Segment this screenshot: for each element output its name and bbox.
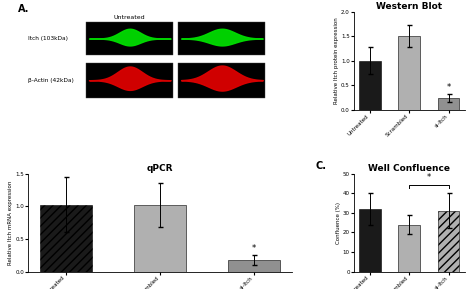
Bar	[228, 260, 280, 272]
Bar	[399, 225, 420, 272]
Bar	[40, 205, 92, 272]
Text: *: *	[252, 244, 256, 253]
Y-axis label: Relative Itch protein expression: Relative Itch protein expression	[334, 17, 339, 104]
Text: C.: C.	[315, 161, 326, 171]
Text: *: *	[427, 173, 431, 182]
Bar	[399, 36, 420, 110]
Title: Well Confluence: Well Confluence	[368, 164, 450, 173]
Bar	[359, 61, 381, 110]
Bar	[438, 211, 459, 272]
Text: A.: A.	[18, 4, 29, 14]
Bar	[179, 22, 265, 55]
Title: qPCR: qPCR	[147, 164, 173, 173]
Text: Itch (103kDa): Itch (103kDa)	[28, 36, 68, 41]
Y-axis label: Relative Itch mRNA expression: Relative Itch mRNA expression	[9, 180, 13, 265]
Text: Untreated: Untreated	[114, 14, 146, 19]
Text: β-Actin (42kDa): β-Actin (42kDa)	[28, 78, 74, 83]
Bar	[86, 22, 173, 55]
Bar	[86, 63, 173, 98]
Bar	[438, 99, 459, 110]
Bar	[179, 63, 265, 98]
Bar	[134, 205, 186, 272]
Bar	[359, 209, 381, 272]
Title: Western Blot: Western Blot	[376, 2, 442, 11]
Text: *: *	[447, 83, 451, 92]
Y-axis label: Confluence (%): Confluence (%)	[336, 202, 341, 244]
